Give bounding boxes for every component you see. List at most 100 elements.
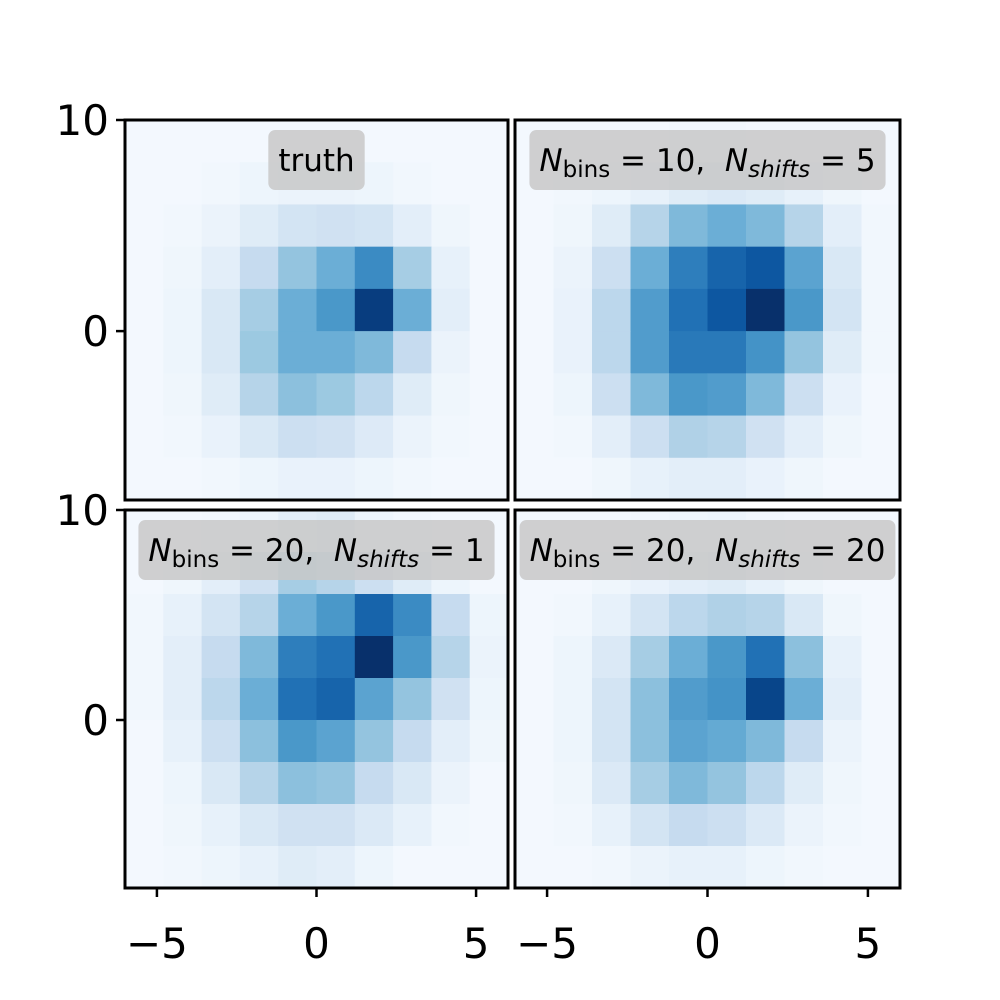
heat-cell — [431, 457, 471, 501]
heat-cell — [393, 120, 432, 163]
heat-cell — [278, 457, 317, 501]
heat-cell — [278, 331, 317, 374]
title-part: = 20, — [600, 533, 715, 569]
heat-cell — [746, 288, 785, 332]
heat-cell — [469, 762, 509, 805]
heat-cell — [163, 804, 203, 847]
title-part: = 10, — [610, 143, 725, 179]
title-box — [268, 130, 365, 190]
heat-cell — [278, 415, 317, 459]
heat-cell — [316, 636, 356, 679]
heat-cell — [393, 804, 432, 847]
heat-cell — [393, 373, 432, 417]
heat-cell — [669, 846, 708, 889]
heat-cell — [125, 846, 164, 889]
heat-cell — [431, 373, 471, 417]
title-part: shifts — [748, 157, 810, 183]
title-part: truth — [278, 143, 354, 179]
heat-cell — [553, 678, 593, 721]
heat-cell — [861, 762, 901, 805]
title: Nbins = 20, Nshifts = 20 — [530, 533, 886, 573]
heat-cell — [669, 678, 708, 721]
heat-cell — [515, 204, 554, 248]
heat-cell — [201, 804, 241, 847]
heat-cell — [163, 636, 203, 679]
heat-cell — [278, 846, 317, 889]
title: Nbins = 10, Nshifts = 5 — [539, 143, 875, 183]
heat-cell — [592, 415, 631, 459]
y-tick-label: 0 — [82, 307, 109, 356]
heat-cell — [707, 288, 747, 332]
heat-cell — [354, 246, 394, 290]
heat-cell — [431, 204, 471, 248]
heat-cell — [669, 246, 708, 290]
heat-cell — [393, 331, 432, 374]
heat-cell — [592, 762, 631, 805]
heat-cell — [669, 204, 708, 248]
heat-cell — [239, 204, 279, 248]
heat-cell — [592, 846, 631, 889]
heat-cell — [125, 636, 164, 679]
heat-cell — [861, 204, 901, 248]
heat-cell — [354, 636, 394, 679]
heat-cell — [316, 594, 356, 637]
x-tick-label: −5 — [516, 919, 578, 968]
heat-cell — [823, 804, 862, 847]
heat-cell — [707, 762, 747, 805]
heat-cell — [553, 457, 593, 501]
heat-cell — [431, 246, 471, 290]
title-part: bins — [172, 547, 220, 573]
heat-cell — [239, 636, 279, 679]
heat-cell — [393, 162, 432, 205]
heat-cell — [630, 288, 670, 332]
heat-cell — [861, 804, 901, 847]
x-tick-label: 0 — [694, 919, 721, 968]
heat-cell — [393, 846, 432, 889]
heat-cell — [784, 636, 824, 679]
heat-cell — [163, 288, 203, 332]
heat-cell — [239, 415, 279, 459]
heat-cell — [316, 678, 356, 721]
axes-frame — [513, 118, 902, 502]
heat-cell — [354, 762, 394, 805]
heat-cell — [163, 331, 203, 374]
heat-cell — [553, 288, 593, 332]
heat-cell — [201, 373, 241, 417]
panel-title: truth — [268, 130, 365, 190]
heat-cell — [469, 457, 509, 501]
y-tick-label: 10 — [56, 96, 109, 145]
heat-cell — [278, 678, 317, 721]
heat-cell — [707, 457, 747, 501]
heat-cell — [201, 457, 241, 501]
heat-cell — [163, 720, 203, 763]
heat-cell — [553, 415, 593, 459]
heat-cell — [746, 678, 785, 721]
heat-cell — [784, 457, 824, 501]
heat-cell — [861, 246, 901, 290]
panel-title: Nbins = 20, Nshifts = 20 — [519, 520, 896, 580]
heat-cell — [393, 594, 432, 637]
heat-cell — [201, 246, 241, 290]
heat-cell — [669, 415, 708, 459]
heat-cell — [669, 636, 708, 679]
heat-cell — [707, 636, 747, 679]
heat-cell — [469, 678, 509, 721]
heat-cell — [431, 678, 471, 721]
heat-cell — [553, 373, 593, 417]
heat-cell — [592, 720, 631, 763]
heat-cell — [239, 678, 279, 721]
x-tick-label: 5 — [855, 919, 882, 968]
heat-cell — [393, 288, 432, 332]
heat-cell — [431, 846, 471, 889]
heat-cell — [746, 204, 785, 248]
heat-cell — [393, 678, 432, 721]
heat-cell — [515, 288, 554, 332]
heat-cell — [861, 373, 901, 417]
heat-cell — [469, 120, 509, 163]
heat-cell — [746, 457, 785, 501]
heat-cell — [515, 804, 554, 847]
heat-cell — [431, 636, 471, 679]
heat-cell — [784, 594, 824, 637]
heat-cell — [393, 204, 432, 248]
heat-cell — [630, 457, 670, 501]
